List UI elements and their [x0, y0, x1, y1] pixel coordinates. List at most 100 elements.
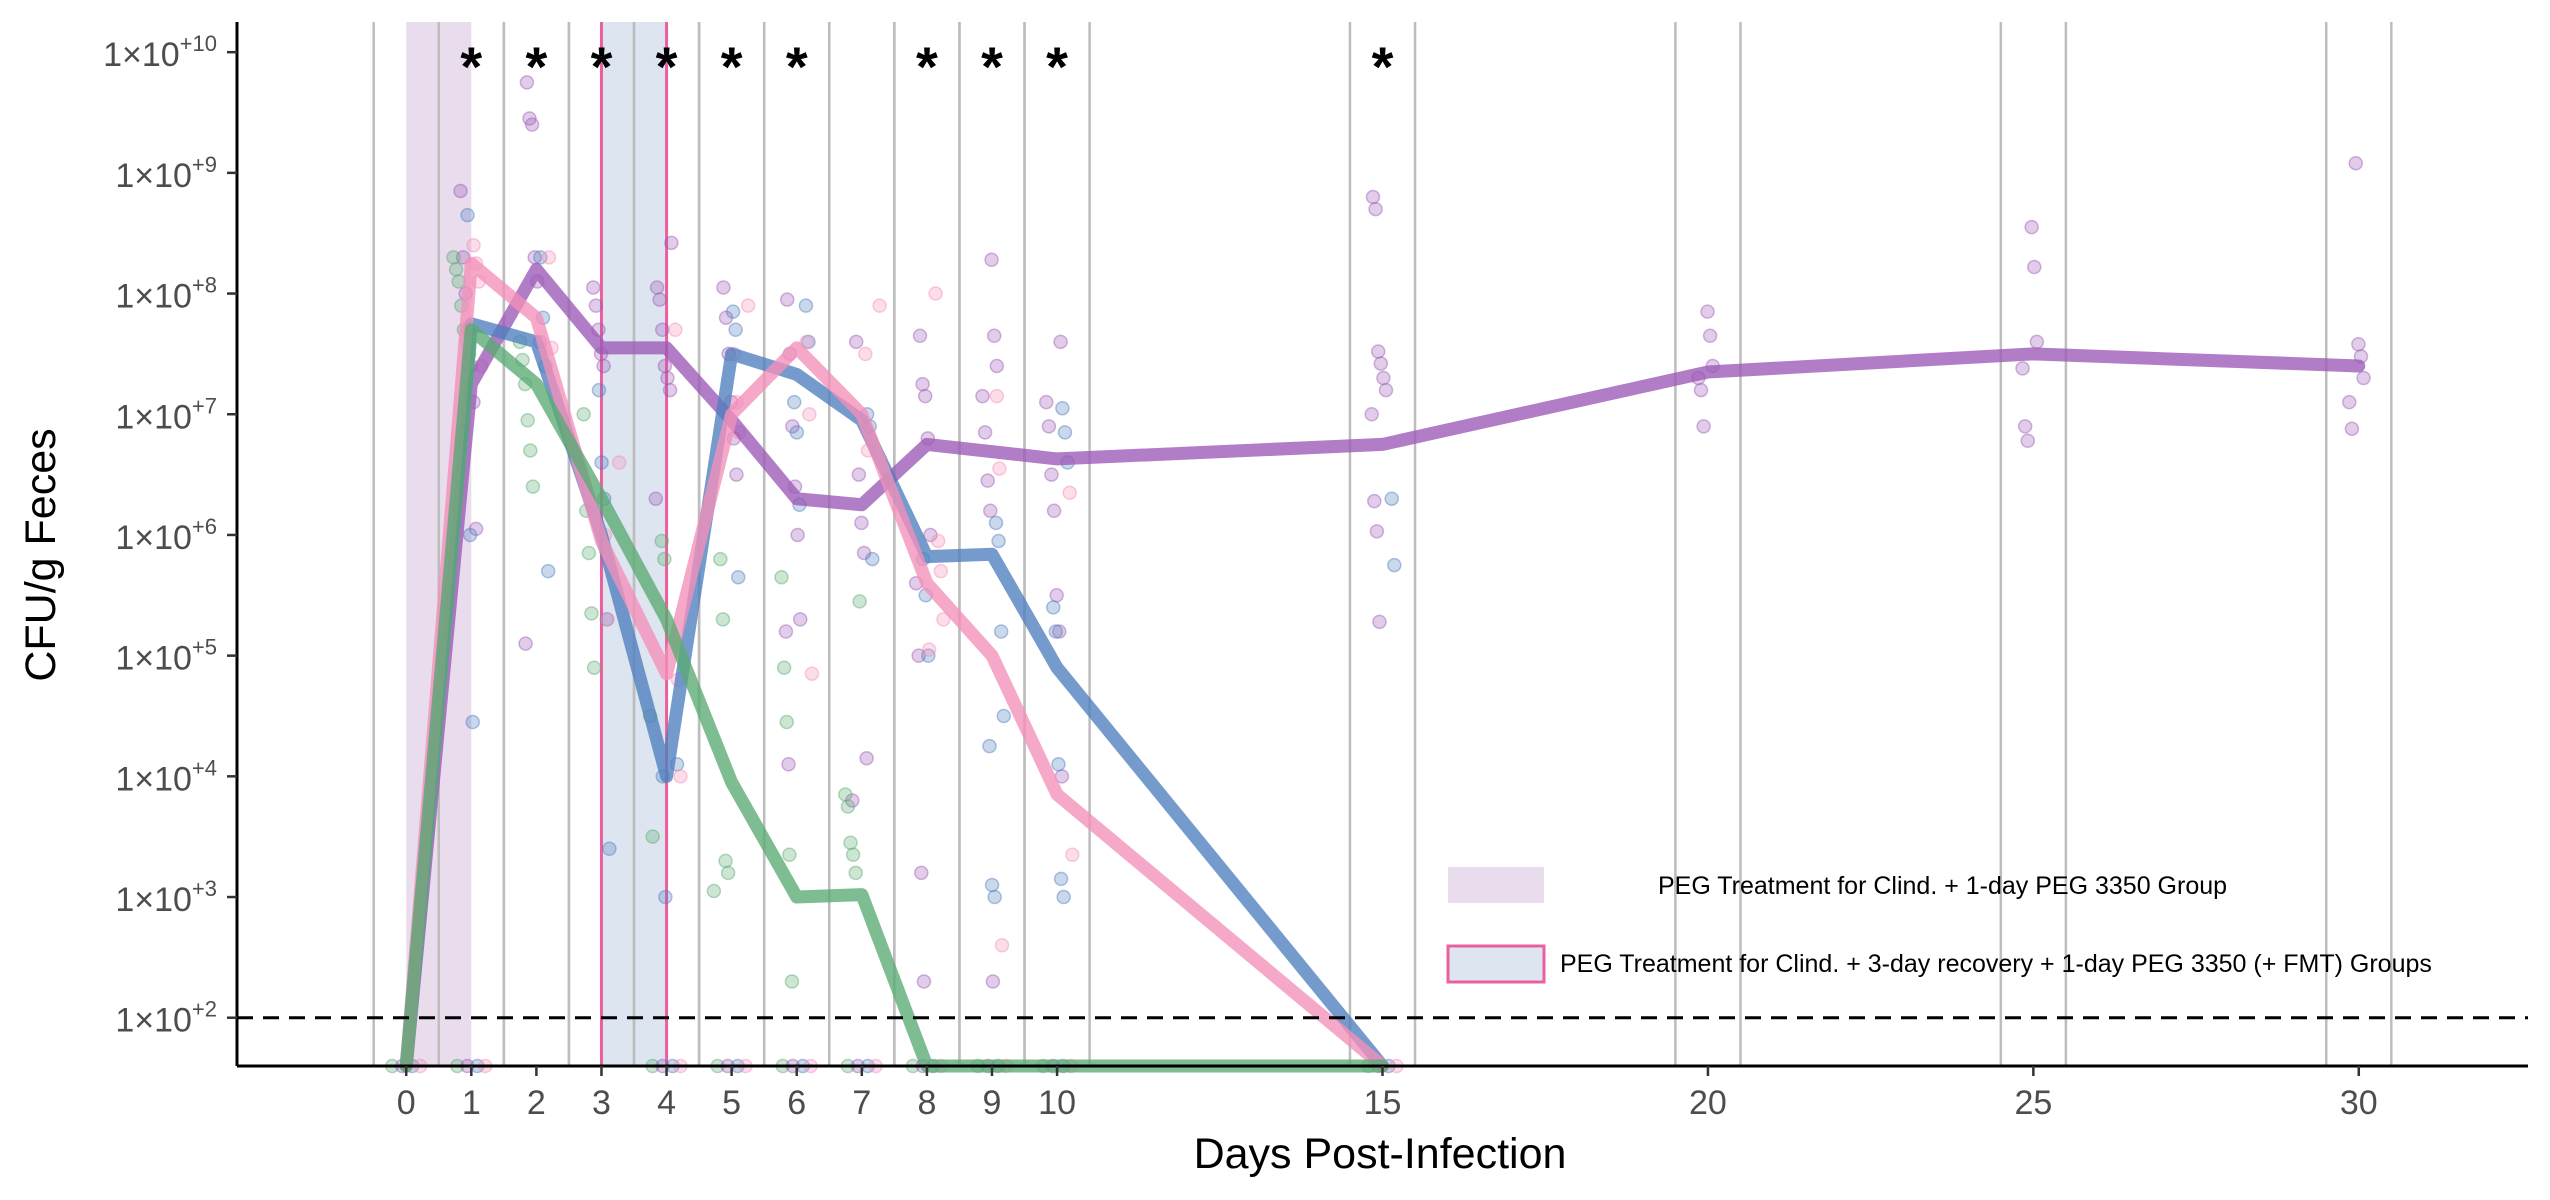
- data-point-purple: [1052, 624, 1067, 639]
- y-tick-label-9: 1×10+9: [115, 152, 217, 195]
- data-point-purple: [923, 527, 938, 543]
- data-point-purple: [664, 235, 679, 251]
- data-point-pink: [612, 455, 627, 470]
- data-point-purple: [1367, 493, 1382, 509]
- data-point-purple: [648, 491, 664, 506]
- data-point-purple: [1693, 382, 1709, 398]
- data-point-blue: [991, 533, 1006, 549]
- data-point-green: [645, 829, 660, 844]
- x-tick-label-4: 4: [657, 1084, 676, 1122]
- data-point-blue: [996, 708, 1012, 724]
- legend-swatch-1: [1448, 867, 1544, 903]
- y-tick-label-6: 1×10+6: [115, 514, 217, 557]
- data-point-purple: [792, 612, 808, 627]
- data-point-pink: [930, 533, 946, 549]
- data-point-green: [720, 865, 736, 881]
- y-tick-label-5: 1×10+5: [115, 635, 217, 678]
- data-point-blue: [533, 250, 548, 265]
- data-point-green: [525, 479, 541, 494]
- data-point-pink: [1062, 485, 1077, 500]
- data-point-purple: [1373, 356, 1389, 371]
- y-tick-label-7: 1×10+7: [115, 393, 217, 436]
- data-point-purple: [1046, 503, 1062, 519]
- x-tick-label-30: 30: [2340, 1084, 2378, 1122]
- data-point-purple: [1376, 370, 1391, 386]
- data-point-purple: [1364, 407, 1379, 422]
- y-tick-label-3: 1×10+3: [115, 876, 217, 919]
- data-point-pink: [799, 334, 814, 350]
- day-boundary-lines: [372, 22, 2393, 1066]
- data-point-purple: [915, 376, 930, 392]
- data-point-pink: [989, 388, 1005, 404]
- significance-mark-day-15: *: [1372, 35, 1394, 98]
- data-point-purple: [914, 865, 929, 881]
- data-point-purple: [1044, 467, 1059, 482]
- data-point-purple: [729, 467, 744, 482]
- y-tick-label-10: 1×10+10: [103, 31, 217, 74]
- significance-mark-day-6: *: [786, 35, 808, 98]
- data-point-purple: [660, 370, 675, 386]
- data-point-purple: [2015, 361, 2030, 376]
- data-point-purple: [856, 545, 872, 561]
- data-point-purple: [468, 521, 484, 537]
- data-point-purple: [1700, 304, 1715, 319]
- data-point-pink: [541, 250, 557, 265]
- data-point-purple: [781, 757, 796, 772]
- data-point-green: [845, 847, 861, 863]
- data-point-blue: [1056, 889, 1071, 905]
- significance-mark-day-4: *: [656, 35, 678, 98]
- data-point-purple: [778, 624, 794, 639]
- significance-mark-day-5: *: [721, 35, 743, 98]
- data-point-green: [586, 660, 602, 675]
- data-point-green: [576, 407, 591, 422]
- data-point-green: [657, 551, 672, 567]
- y-axis-title: CFU/g Feces: [17, 428, 65, 681]
- data-point-green: [584, 606, 599, 621]
- data-point-green: [840, 799, 856, 814]
- data-point-purple: [1372, 614, 1387, 630]
- data-point-blue: [594, 455, 609, 470]
- data-point-blue: [462, 527, 478, 543]
- data-point-blue: [460, 207, 475, 223]
- data-point-blue: [730, 569, 746, 585]
- x-tick-label-6: 6: [787, 1084, 806, 1122]
- data-point-blue: [988, 515, 1004, 531]
- data-point-blue: [602, 841, 617, 857]
- data-point-purple: [1039, 394, 1054, 410]
- data-points-layer: [384, 75, 2371, 1074]
- data-point-blue: [658, 889, 673, 905]
- data-point-pink: [1065, 847, 1080, 863]
- data-point-blue: [789, 425, 805, 440]
- data-point-blue: [465, 714, 480, 730]
- data-point-purple: [586, 280, 601, 295]
- x-tick-label-9: 9: [983, 1084, 1002, 1122]
- data-point-purple: [980, 473, 995, 488]
- x-tick-label-2: 2: [527, 1084, 546, 1122]
- data-point-purple: [984, 252, 999, 268]
- data-point-purple: [985, 974, 1001, 989]
- data-point-green: [852, 594, 867, 609]
- data-point-purple: [1378, 382, 1394, 398]
- x-axis-title: Days Post-Infection: [1194, 1130, 1567, 1178]
- data-point-purple: [2351, 337, 2366, 352]
- data-point-purple: [518, 636, 533, 651]
- data-point-purple: [588, 298, 604, 313]
- data-point-pink: [600, 612, 615, 627]
- data-point-purple: [983, 503, 998, 519]
- data-point-pink: [933, 563, 949, 579]
- series-line-2: [399, 317, 1389, 1073]
- data-point-blue: [1384, 491, 1399, 506]
- data-point-blue: [725, 304, 741, 319]
- data-point-green: [782, 847, 797, 863]
- legend-label-2: PEG Treatment for Clind. + 3-day recover…: [1560, 950, 2432, 978]
- data-point-green: [848, 865, 863, 881]
- data-point-blue: [786, 394, 802, 410]
- data-point-purple: [2356, 370, 2371, 386]
- data-point-blue: [1053, 871, 1069, 887]
- x-tick-label-5: 5: [722, 1084, 741, 1122]
- data-point-green: [523, 443, 538, 458]
- data-point-pink: [928, 286, 943, 301]
- data-point-green: [784, 974, 800, 989]
- data-point-blue: [801, 334, 816, 350]
- legend: PEG Treatment for Clind. + 1-day PEG 335…: [1446, 867, 2432, 984]
